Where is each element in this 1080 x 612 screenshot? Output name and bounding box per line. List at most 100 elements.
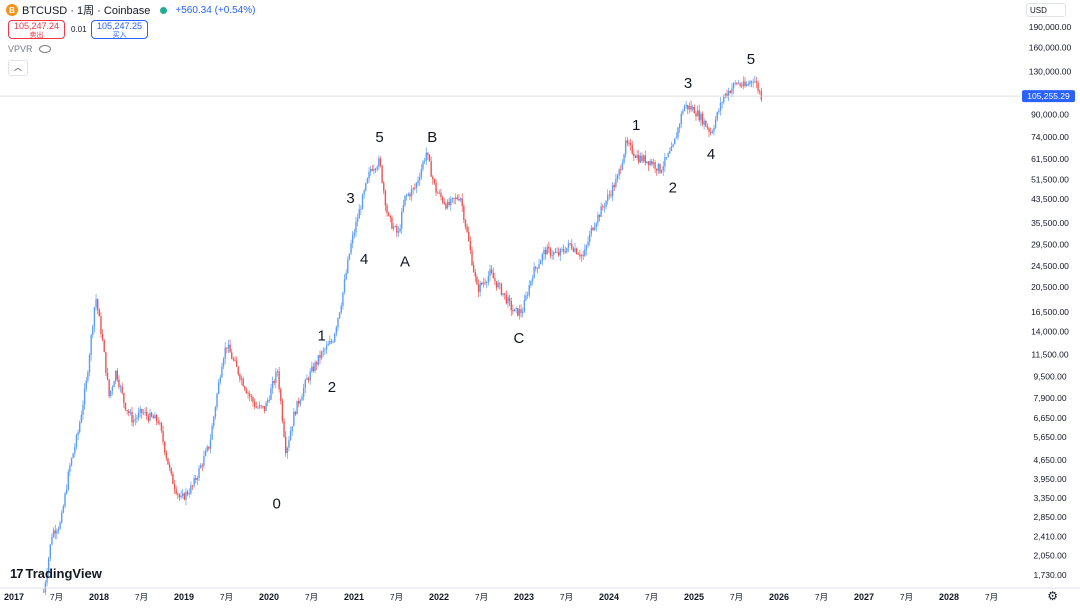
candle-body — [616, 175, 619, 179]
candle-body — [299, 400, 302, 404]
candle-body — [348, 253, 351, 260]
candle-body — [70, 458, 73, 466]
candle-body — [168, 464, 171, 468]
candle-body — [114, 370, 117, 382]
candle-body — [155, 415, 158, 422]
price-axis[interactable]: 190,000.00 160,000.00 130,000.00 90,000.00 7… — [1029, 22, 1072, 580]
candle-body — [657, 163, 660, 171]
candle-body — [268, 399, 271, 401]
candle-body — [404, 195, 406, 206]
candle-body — [512, 310, 514, 312]
sell-button[interactable]: 105,247.24 卖出 — [8, 20, 65, 39]
candle-body — [105, 352, 107, 373]
candle-body — [160, 422, 163, 431]
wave-label: 5 — [375, 129, 383, 146]
candle-body — [314, 362, 316, 372]
candle-body — [523, 300, 526, 313]
x-tick-label: 7月 — [390, 592, 403, 602]
sell-price: 105,247.24 — [13, 21, 60, 31]
candle-body — [624, 140, 627, 155]
wave-label: 3 — [684, 75, 692, 92]
candle-body — [664, 157, 666, 167]
candle-body — [685, 104, 687, 107]
candle-body — [572, 248, 575, 252]
symbol-header[interactable]: B BTCUSD · 1周 · Coinbase +560.34 (+0.54%… — [6, 2, 255, 18]
candle-body — [371, 169, 374, 171]
candle-body — [201, 465, 204, 467]
x-tick-label: 2026 — [769, 592, 789, 602]
candle-body — [353, 232, 356, 236]
candle-body — [508, 297, 511, 302]
candle-body — [597, 215, 599, 224]
sell-label: 卖出 — [29, 32, 44, 39]
candle-body — [178, 494, 181, 498]
candle-body — [427, 152, 429, 155]
candle-body — [577, 253, 579, 255]
candle-body — [502, 293, 504, 295]
buy-button[interactable]: 105,247.25 买入 — [91, 20, 148, 39]
collapse-legend-button[interactable]: ︿ — [8, 60, 28, 76]
eye-icon[interactable] — [38, 45, 51, 53]
candle-body — [432, 176, 434, 180]
wave-label: B — [427, 129, 437, 146]
candle-body — [358, 209, 360, 219]
candle-body — [436, 192, 439, 194]
x-tick-label: 7月 — [560, 592, 573, 602]
candle-body — [301, 396, 303, 401]
gear-icon[interactable]: ⚙ — [1047, 589, 1058, 603]
candle-body — [87, 372, 89, 381]
candle-body — [128, 411, 130, 414]
currency-selector[interactable]: USD — [1026, 3, 1066, 17]
y-tick-label: 160,000.00 — [1029, 42, 1072, 52]
candle-body — [621, 162, 624, 170]
x-tick-label: 7月 — [900, 592, 913, 602]
candle-body — [384, 190, 387, 206]
wave-label: 1 — [318, 328, 326, 345]
candle-body — [154, 415, 156, 419]
candle-body — [144, 412, 146, 413]
candle-body — [108, 379, 110, 397]
candle-body — [737, 83, 740, 85]
candle-body — [146, 412, 148, 416]
candle-body — [213, 416, 215, 427]
candle-body — [329, 341, 331, 345]
candle-body — [134, 418, 136, 421]
candle-body — [199, 465, 202, 469]
indicator-legend[interactable]: VPVR — [8, 44, 51, 54]
candle-body — [618, 169, 620, 176]
candle-body — [507, 297, 509, 304]
candle-body — [396, 226, 398, 233]
candle-body — [381, 165, 383, 183]
candle-body — [729, 90, 731, 93]
tradingview-logo[interactable]: 17 TradingView — [10, 566, 102, 581]
candle-body — [688, 105, 691, 110]
candle-body — [510, 301, 512, 311]
symbol-title[interactable]: BTCUSD · 1周 · Coinbase — [22, 5, 151, 17]
candle-body — [691, 107, 694, 110]
candle-body — [721, 102, 723, 104]
y-tick-label: 43,500.00 — [1031, 194, 1069, 204]
candle-body — [569, 243, 571, 245]
candle-body — [553, 252, 555, 256]
candle-body — [486, 282, 488, 284]
candle-body — [149, 412, 151, 421]
candle-body — [90, 334, 92, 356]
candle-body — [741, 85, 743, 87]
candle-body — [706, 126, 709, 129]
candle-body — [646, 161, 648, 164]
candle-body — [137, 412, 140, 418]
candle-body — [500, 284, 503, 295]
candle-body — [253, 401, 256, 407]
candle-body — [605, 200, 607, 207]
time-axis[interactable]: 2017 7月 2018 7月 2019 7月 2020 7月 2021 7月 2022 7月 2023… — [0, 587, 1080, 602]
candle-body — [280, 389, 282, 401]
candle-body — [302, 387, 305, 397]
candle-body — [544, 250, 547, 255]
candle-body — [103, 340, 105, 353]
x-tick-label: 7月 — [985, 592, 998, 602]
y-tick-label: 90,000.00 — [1031, 109, 1069, 119]
candle-body — [311, 366, 313, 372]
candle-body — [638, 154, 640, 163]
candle-body — [190, 485, 192, 494]
